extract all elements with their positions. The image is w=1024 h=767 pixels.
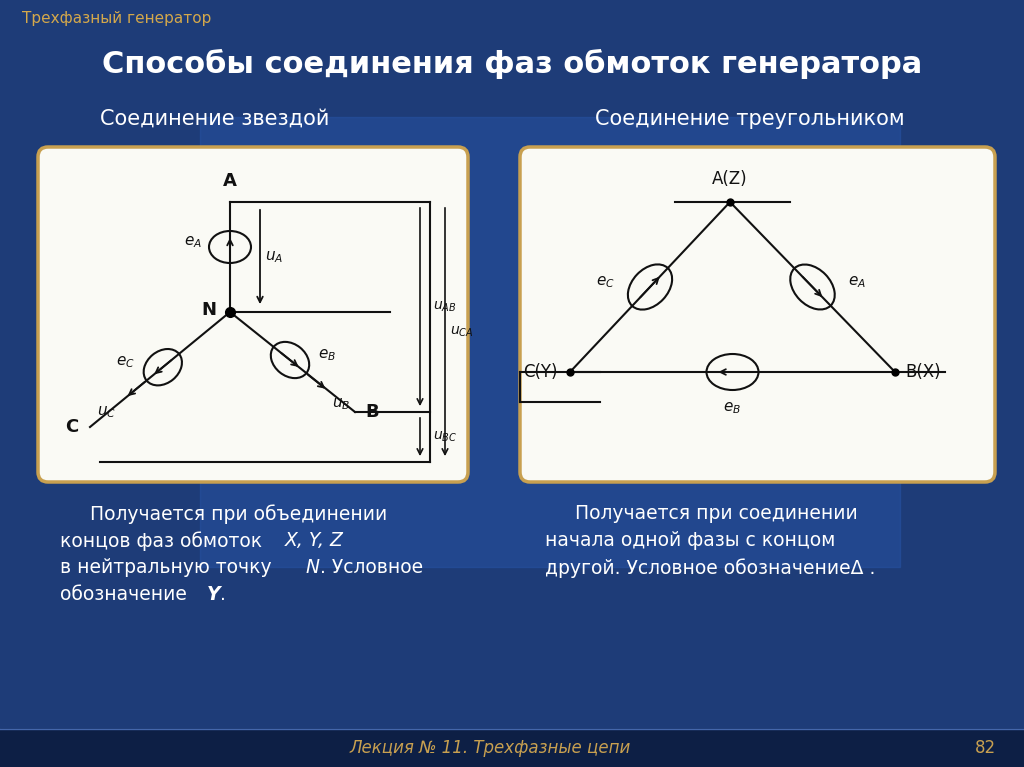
Text: концов фаз обмоток: концов фаз обмоток	[60, 531, 268, 551]
Text: Получается при объединении: Получается при объединении	[60, 504, 387, 524]
Bar	[0, 729, 1024, 767]
Text: $u_A$: $u_A$	[265, 249, 284, 265]
Text: Соединение звездой: Соединение звездой	[100, 109, 330, 129]
Text: B: B	[365, 403, 379, 421]
Text: $u_{CA}$: $u_{CA}$	[450, 324, 473, 339]
Text: X, Y, Z: X, Y, Z	[285, 531, 344, 550]
Text: .: .	[220, 585, 226, 604]
Text: 82: 82	[975, 739, 995, 757]
Text: Трехфазный генератор: Трехфазный генератор	[22, 12, 211, 27]
FancyBboxPatch shape	[38, 147, 468, 482]
Text: в нейтральную точку: в нейтральную точку	[60, 558, 278, 577]
Text: Получается при соединении: Получается при соединении	[545, 504, 858, 523]
Text: $e_A$: $e_A$	[184, 234, 202, 250]
Text: обозначение: обозначение	[60, 585, 193, 604]
Text: C(Y): C(Y)	[523, 363, 558, 381]
Text: A: A	[223, 172, 237, 190]
Text: Лекция № 11. Трехфазные цепи: Лекция № 11. Трехфазные цепи	[349, 739, 631, 757]
Text: начала одной фазы с концом: начала одной фазы с концом	[545, 531, 836, 550]
Text: A(Z): A(Z)	[712, 170, 748, 188]
Text: другой. Условное обозначениеΔ .: другой. Условное обозначениеΔ .	[545, 558, 876, 578]
FancyBboxPatch shape	[520, 147, 995, 482]
Text: $e_B$: $e_B$	[318, 347, 336, 363]
Text: $u_{AB}$: $u_{AB}$	[433, 300, 457, 314]
Text: $e_C$: $e_C$	[116, 354, 135, 370]
Text: $e_C$: $e_C$	[596, 274, 615, 290]
Text: N: N	[201, 301, 216, 319]
Text: $u_C$: $u_C$	[97, 404, 117, 420]
Text: . Условное: . Условное	[319, 558, 423, 577]
Text: Соединение треугольником: Соединение треугольником	[595, 109, 905, 129]
Text: N: N	[306, 558, 319, 577]
Text: C: C	[65, 418, 78, 436]
Text: B(X): B(X)	[905, 363, 941, 381]
Text: $u_{BC}$: $u_{BC}$	[433, 430, 458, 444]
Bar	[200, 117, 900, 567]
Text: $e_B$: $e_B$	[724, 400, 741, 416]
Text: Способы соединения фаз обмоток генератора: Способы соединения фаз обмоток генератор…	[101, 49, 923, 79]
Text: $e_A$: $e_A$	[848, 274, 865, 290]
Text: $u_B$: $u_B$	[332, 397, 350, 413]
Text: Y: Y	[207, 585, 220, 604]
